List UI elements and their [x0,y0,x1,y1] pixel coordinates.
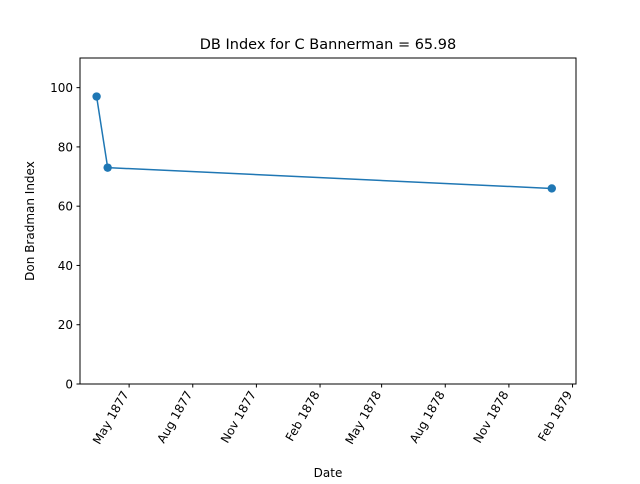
data-point [92,92,101,101]
y-axis-label: Don Bradman Index [23,161,37,281]
series-line [95,96,552,190]
data-point [103,163,112,172]
x-tick-label: Nov 1878 [470,389,511,446]
plot-frame [79,57,577,385]
x-tick-label: May 1877 [90,389,132,447]
x-axis-label: Date [314,466,343,480]
y-tick-label: 100 [50,81,73,95]
x-tick-label: Aug 1878 [407,389,448,446]
x-tick-label: May 1878 [343,389,385,447]
y-tick-label: 80 [58,140,73,154]
x-tick-label: Aug 1877 [154,389,195,446]
x-tick-label: Nov 1877 [218,389,259,446]
y-tick-label: 40 [58,259,73,273]
plot-area [79,57,577,385]
y-tick-label: 60 [58,200,73,214]
chart-title: DB Index for C Bannerman = 65.98 [200,37,456,53]
y-tick-label: 20 [58,318,73,332]
x-axis: May 1877 Aug 1877 Nov 1877 Feb 1878 May 1878… [90,384,575,447]
series-layer [92,92,556,193]
data-point [547,184,556,193]
x-tick-label: Feb 1878 [283,389,323,444]
x-tick-label: Feb 1879 [535,389,575,444]
y-tick-label: 0 [65,378,73,392]
y-axis: 0 20 40 60 80 100 [50,81,80,392]
